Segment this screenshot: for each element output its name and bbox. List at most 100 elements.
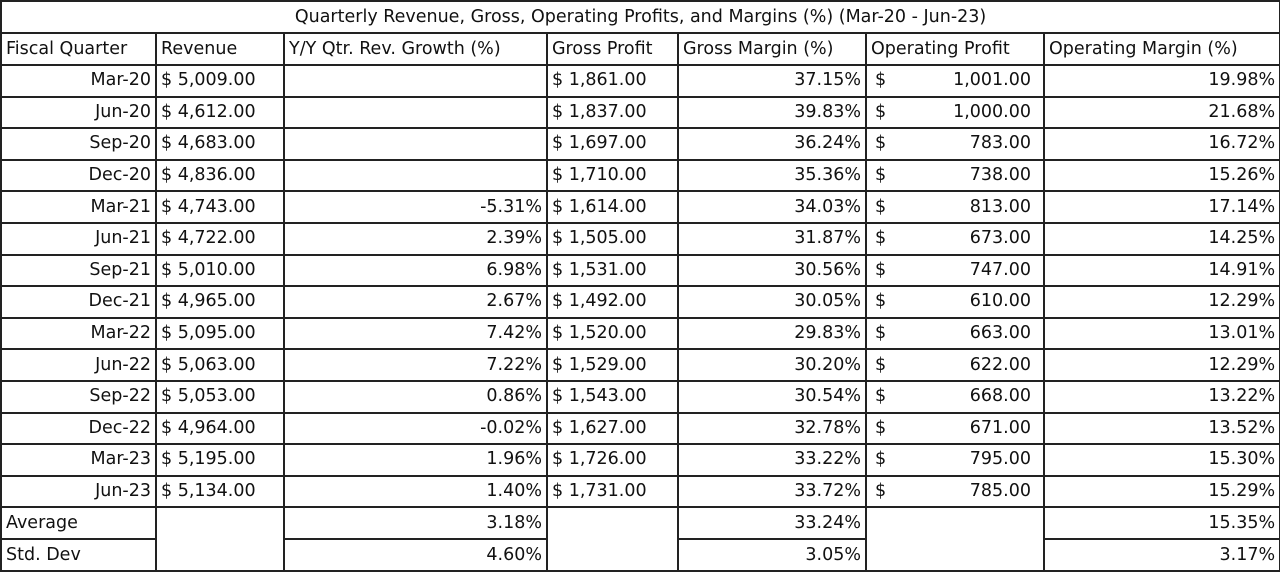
quarter-cell: Jun-22	[0, 348, 157, 382]
quarter-cell: Mar-20	[0, 64, 157, 98]
operating-profit-value: 663.00	[969, 323, 1031, 344]
operating-profit-value: 813.00	[969, 196, 1031, 217]
table-row: Mar-21 $ 4,743.00 -5.31% $ 1,614.00 34.03% $8…	[0, 190, 1280, 224]
revenue-cell: $ 4,743.00	[155, 190, 285, 224]
operating-profit-value: 738.00	[969, 165, 1031, 186]
table-row: Sep-20 $ 4,683.00 $ 1,697.00 36.24% $783.00 1…	[0, 127, 1280, 161]
operating-profit-cell: $1,000.00	[865, 95, 1045, 130]
growth-cell	[283, 95, 548, 130]
gross-profit-cell: $ 1,697.00	[546, 127, 679, 161]
currency-symbol: $	[875, 386, 887, 407]
currency-symbol: $	[875, 70, 887, 91]
title-row: Quarterly Revenue, Gross, Operating Prof…	[0, 0, 1280, 34]
gross-margin-cell: 37.15%	[677, 64, 867, 98]
std-dev-row: Std. Dev 4.60% 3.05% 3.17%	[0, 538, 1280, 572]
gross-profit-cell: $ 1,837.00	[546, 95, 679, 130]
operating-margin-cell: 19.98%	[1042, 64, 1280, 98]
growth-cell	[283, 127, 548, 161]
operating-profit-value: 783.00	[969, 133, 1031, 154]
operating-profit-cell: $1,001.00	[865, 64, 1045, 98]
operating-profit-cell: $783.00	[865, 127, 1045, 161]
gross-profit-cell: $ 1,627.00	[546, 411, 679, 446]
std-dev-gross-margin: 3.05%	[677, 538, 867, 572]
revenue-cell: $ 4,683.00	[155, 127, 285, 161]
revenue-cell: $ 5,134.00	[155, 474, 285, 509]
revenue-cell: $ 4,965.00	[155, 285, 285, 319]
growth-cell	[283, 158, 548, 193]
currency-symbol: $	[875, 354, 887, 375]
quarter-cell: Sep-20	[0, 127, 157, 161]
revenue-cell: $ 5,053.00	[155, 379, 285, 414]
gross-margin-cell: 30.54%	[677, 379, 867, 414]
header-gross-margin: Gross Margin (%)	[677, 32, 867, 66]
average-gross-margin: 33.24%	[677, 506, 867, 541]
table-row: Mar-23 $ 5,195.00 1.96% $ 1,726.00 33.22% $79…	[0, 443, 1280, 477]
growth-cell: -0.02%	[283, 411, 548, 446]
operating-margin-cell: 16.72%	[1042, 127, 1280, 161]
operating-profit-cell: $813.00	[865, 190, 1045, 224]
operating-profit-cell: $785.00	[865, 474, 1045, 509]
gross-margin-cell: 30.05%	[677, 285, 867, 319]
table-row: Jun-20 $ 4,612.00 $ 1,837.00 39.83% $1,000.0…	[0, 95, 1280, 130]
operating-profit-cell: $668.00	[865, 379, 1045, 414]
operating-profit-cell: $795.00	[865, 443, 1045, 477]
table-row: Dec-21 $ 4,965.00 2.67% $ 1,492.00 30.05% $61…	[0, 285, 1280, 319]
operating-profit-cell: $738.00	[865, 158, 1045, 193]
gross-margin-cell: 35.36%	[677, 158, 867, 193]
operating-profit-value: 622.00	[969, 354, 1031, 375]
operating-margin-cell: 13.22%	[1042, 379, 1280, 414]
operating-margin-cell: 15.30%	[1042, 443, 1280, 477]
quarter-cell: Dec-21	[0, 285, 157, 319]
operating-profit-value: 785.00	[969, 481, 1031, 502]
operating-profit-value: 668.00	[969, 386, 1031, 407]
revenue-cell: $ 5,095.00	[155, 316, 285, 351]
gross-profit-cell: $ 1,614.00	[546, 190, 679, 224]
quarter-cell: Jun-23	[0, 474, 157, 509]
table-row: Jun-23 $ 5,134.00 1.40% $ 1,731.00 33.72% $78…	[0, 474, 1280, 509]
operating-margin-cell: 15.29%	[1042, 474, 1280, 509]
gross-profit-cell: $ 1,726.00	[546, 443, 679, 477]
operating-profit-cell: $747.00	[865, 253, 1045, 288]
quarter-cell: Mar-21	[0, 190, 157, 224]
currency-symbol: $	[875, 259, 887, 280]
gross-margin-cell: 30.56%	[677, 253, 867, 288]
currency-symbol: $	[875, 323, 887, 344]
header-fiscal-quarter: Fiscal Quarter	[0, 32, 157, 66]
currency-symbol: $	[875, 481, 887, 502]
revenue-summary-blank	[155, 506, 285, 572]
revenue-cell: $ 4,964.00	[155, 411, 285, 446]
growth-cell: -5.31%	[283, 190, 548, 224]
operating-profit-cell: $671.00	[865, 411, 1045, 446]
revenue-cell: $ 4,612.00	[155, 95, 285, 130]
gross-profit-cell: $ 1,505.00	[546, 221, 679, 256]
operating-profit-value: 673.00	[969, 228, 1031, 249]
revenue-cell: $ 4,836.00	[155, 158, 285, 193]
growth-cell: 7.42%	[283, 316, 548, 351]
header-gross-profit: Gross Profit	[546, 32, 679, 66]
growth-cell: 2.39%	[283, 221, 548, 256]
operating-margin-cell: 14.91%	[1042, 253, 1280, 288]
operating-profit-cell: $673.00	[865, 221, 1045, 256]
revenue-cell: $ 5,009.00	[155, 64, 285, 98]
currency-symbol: $	[875, 101, 887, 122]
gross-profit-cell: $ 1,731.00	[546, 474, 679, 509]
operating-profit-value: 747.00	[969, 259, 1031, 280]
operating-profit-cell: $610.00	[865, 285, 1045, 319]
gross-profit-cell: $ 1,543.00	[546, 379, 679, 414]
gross-profit-cell: $ 1,529.00	[546, 348, 679, 382]
growth-cell	[283, 64, 548, 98]
operating-profit-value: 1,000.00	[953, 101, 1031, 122]
std-dev-operating-margin: 3.17%	[1042, 538, 1280, 572]
gross-margin-cell: 30.20%	[677, 348, 867, 382]
gross-profit-summary-blank	[546, 506, 679, 572]
currency-symbol: $	[875, 228, 887, 249]
gross-profit-cell: $ 1,861.00	[546, 64, 679, 98]
gross-margin-cell: 33.22%	[677, 443, 867, 477]
header-yy-growth: Y/Y Qtr. Rev. Growth (%)	[283, 32, 548, 66]
gross-profit-cell: $ 1,520.00	[546, 316, 679, 351]
average-label: Average	[0, 506, 157, 541]
operating-margin-cell: 14.25%	[1042, 221, 1280, 256]
gross-margin-cell: 36.24%	[677, 127, 867, 161]
table-row: Dec-20 $ 4,836.00 $ 1,710.00 35.36% $738.00 1…	[0, 158, 1280, 193]
